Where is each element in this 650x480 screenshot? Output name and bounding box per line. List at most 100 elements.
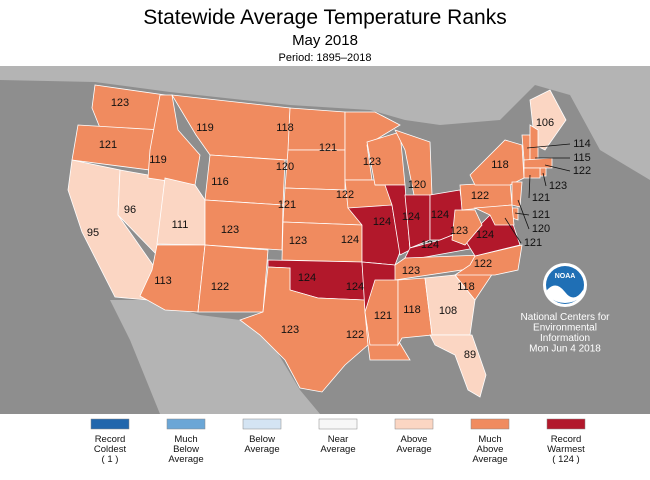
logo-text: NOAA: [555, 273, 576, 280]
credit-line: Mon Jun 4 2018: [529, 344, 601, 355]
legend-label: Warmest: [547, 444, 585, 455]
legend-swatch: [242, 418, 282, 430]
state: [204, 199, 284, 251]
state: [539, 167, 547, 177]
leader-line: [542, 172, 547, 187]
rank-label: 123: [363, 156, 381, 168]
legend-label: Average: [396, 444, 431, 455]
state: [147, 94, 201, 186]
rank-label: 119: [196, 122, 214, 134]
state: [239, 266, 369, 393]
legend-swatch: [470, 418, 510, 430]
rank-label: 124: [373, 216, 391, 228]
rank-label: 124: [341, 234, 359, 246]
legend-label: Much: [478, 434, 501, 445]
rank-label: 124: [421, 239, 439, 251]
rank-label: 120: [276, 161, 294, 173]
rank-label: 121: [532, 209, 550, 221]
rank-label: 118: [276, 122, 294, 134]
rank-label: 118: [457, 281, 475, 293]
state: [523, 157, 553, 169]
legend-label: Average: [320, 444, 355, 455]
state: [429, 334, 487, 398]
state: [523, 167, 541, 179]
legend-label: Below: [173, 444, 199, 455]
legend-label: Above: [401, 434, 428, 445]
state: [397, 277, 433, 347]
rank-label: 116: [211, 176, 229, 188]
rank-label: 118: [491, 159, 509, 171]
legend-label: Near: [328, 434, 349, 445]
rank-label: 123: [402, 265, 420, 277]
rank-label: 95: [87, 227, 99, 239]
legend-label: Much: [174, 434, 197, 445]
rank-label: 120: [408, 179, 426, 191]
state: [364, 279, 399, 346]
rank-label: 120: [532, 223, 550, 235]
mexico: [110, 300, 320, 414]
legend-label: Coldest: [94, 444, 127, 455]
rank-label: 122: [336, 189, 354, 201]
rank-label: 123: [221, 224, 239, 236]
credit-line: National Centers for: [521, 312, 611, 323]
rank-label: 121: [99, 139, 117, 151]
rank-label: 106: [536, 117, 554, 129]
canada: [0, 66, 650, 180]
leader-line: [526, 143, 571, 149]
rank-label: 118: [403, 304, 421, 316]
leader-line: [517, 199, 530, 230]
rank-label: 111: [172, 219, 189, 231]
state: [451, 209, 483, 246]
rank-label: 123: [450, 225, 468, 237]
rank-label: 121: [278, 199, 296, 211]
legend-swatch: [90, 418, 130, 430]
state: [529, 124, 539, 161]
rank-label: 108: [439, 305, 457, 317]
rank-label: 121: [524, 237, 542, 249]
legend-label: Below: [249, 434, 275, 445]
credit: National Centers forEnvironmentalInforma…: [521, 312, 611, 355]
rank-label: 119: [149, 154, 167, 166]
legend-swatch: [166, 418, 206, 430]
rank-label: 124: [346, 281, 364, 293]
rank-label: 123: [111, 97, 129, 109]
rank-label: 123: [281, 324, 299, 336]
rank-label: 96: [124, 204, 136, 216]
legend-label: Record: [95, 434, 126, 445]
leader-line: [504, 217, 522, 244]
rank-label: 122: [211, 281, 229, 293]
legend-swatch: [394, 418, 434, 430]
legend-label: ( 1 ): [102, 454, 119, 465]
rank-label: 114: [573, 138, 591, 150]
state: [424, 274, 476, 336]
state: [453, 244, 523, 276]
rank-label: 122: [471, 190, 489, 202]
period: Period: 1895–2018: [279, 52, 372, 64]
rank-label: 113: [154, 275, 172, 287]
title: Statewide Average Temperature Ranks: [143, 6, 506, 29]
rank-label: 124: [431, 209, 449, 221]
rank-label: 123: [549, 180, 567, 192]
legend-label: Record: [551, 434, 582, 445]
rank-label: 121: [374, 310, 392, 322]
rank-label: 121: [319, 142, 337, 154]
credit-line: Information: [540, 333, 590, 344]
leader-line: [544, 164, 571, 172]
rank-label: 121: [532, 192, 550, 204]
state: [473, 204, 515, 226]
rank-label: 124: [402, 211, 420, 223]
legend-label: Average: [472, 454, 507, 465]
legend-label: Above: [477, 444, 504, 455]
legend-label: Average: [168, 454, 203, 465]
logo-wave: [547, 285, 583, 303]
states: [67, 84, 567, 398]
rank-label: 89: [464, 349, 476, 361]
legend-label: ( 124 ): [552, 454, 579, 465]
state: [511, 181, 523, 208]
leader-line: [528, 174, 531, 199]
rank-label: 115: [573, 152, 591, 164]
rank-label: 124: [298, 272, 316, 284]
